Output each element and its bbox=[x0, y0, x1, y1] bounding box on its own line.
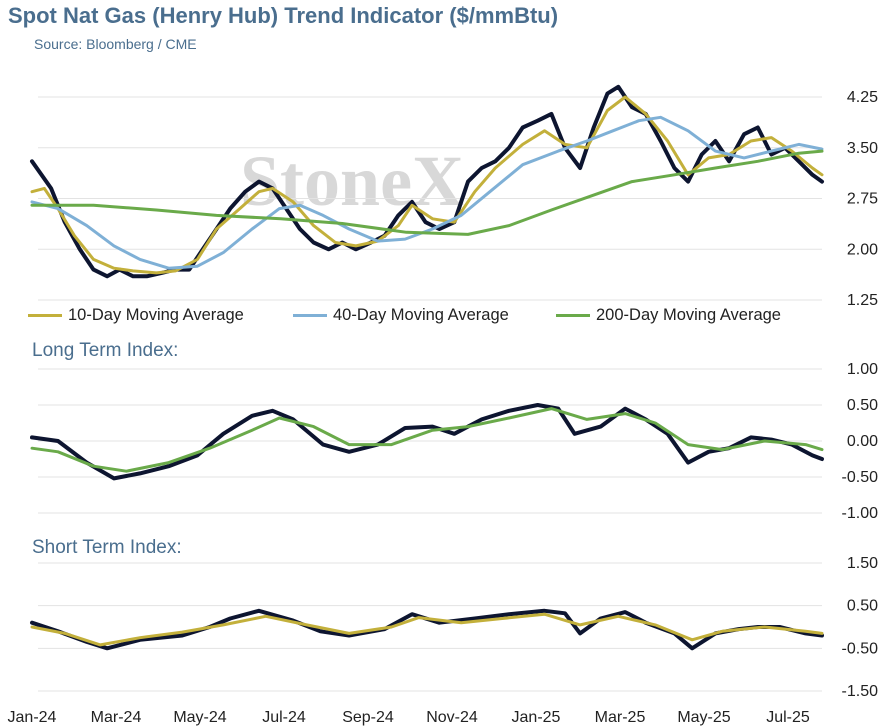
legend: 10-Day Moving Average 40-Day Moving Aver… bbox=[0, 303, 895, 327]
x-tick-label: Jul-25 bbox=[766, 709, 810, 726]
page-title: Spot Nat Gas (Henry Hub) Trend Indicator… bbox=[8, 3, 559, 28]
legend-swatch-ma10 bbox=[28, 313, 62, 317]
long-index-y-tick-label: -0.50 bbox=[842, 469, 879, 486]
x-tick-label: Mar-24 bbox=[91, 709, 142, 726]
x-tick-label: Nov-24 bbox=[426, 709, 478, 726]
long-index-y-tick-label: -1.00 bbox=[842, 505, 879, 522]
long-term-index-title: Long Term Index: bbox=[32, 340, 179, 361]
long-index-series-long_signal bbox=[30, 407, 824, 473]
long-index-y-tick-label: 0.00 bbox=[847, 433, 878, 450]
x-tick-label: Mar-25 bbox=[595, 709, 646, 726]
short-index-series-short_signal bbox=[30, 612, 824, 647]
legend-item-ma200: 200-Day Moving Average bbox=[556, 303, 781, 327]
x-tick-label: Jan-25 bbox=[512, 709, 561, 726]
legend-swatch-ma200 bbox=[556, 313, 590, 317]
x-tick-label: May-24 bbox=[173, 709, 226, 726]
price-series-ma10 bbox=[30, 95, 824, 275]
price-y-tick-label: 4.25 bbox=[847, 89, 878, 106]
short-index-y-tick-label: 1.50 bbox=[847, 555, 878, 572]
x-tick-label: Jul-24 bbox=[262, 709, 306, 726]
x-tick-label: Sep-24 bbox=[342, 709, 394, 726]
short-index-y-tick-label: -0.50 bbox=[842, 640, 879, 657]
short-index-series-short_index bbox=[30, 608, 824, 651]
legend-label-ma40: 40-Day Moving Average bbox=[333, 305, 509, 324]
legend-label-ma200: 200-Day Moving Average bbox=[596, 305, 781, 324]
price-series-ma200 bbox=[30, 149, 824, 236]
long-index-y-tick-label: 1.00 bbox=[847, 361, 878, 378]
short-term-index-title: Short Term Index: bbox=[32, 537, 182, 558]
short-index-y-tick-label: 0.50 bbox=[847, 598, 878, 615]
x-tick-label: May-25 bbox=[677, 709, 730, 726]
x-tick-label: Jan-24 bbox=[8, 709, 57, 726]
short-index-y-tick-label: -1.50 bbox=[842, 683, 879, 700]
legend-label-ma10: 10-Day Moving Average bbox=[68, 305, 244, 324]
price-y-tick-label: 3.50 bbox=[847, 140, 878, 157]
legend-item-ma10: 10-Day Moving Average bbox=[28, 303, 244, 327]
long-index-y-tick-label: 0.50 bbox=[847, 397, 878, 414]
stonex-watermark: StoneX bbox=[240, 141, 464, 221]
price-y-tick-label: 2.00 bbox=[847, 241, 878, 258]
price-y-tick-label: 2.75 bbox=[847, 191, 878, 208]
price-y-tick-label: 1.25 bbox=[847, 292, 878, 309]
legend-swatch-ma40 bbox=[293, 313, 327, 317]
source-note: Source: Bloomberg / CME bbox=[34, 36, 197, 52]
legend-item-ma40: 40-Day Moving Average bbox=[293, 303, 509, 327]
